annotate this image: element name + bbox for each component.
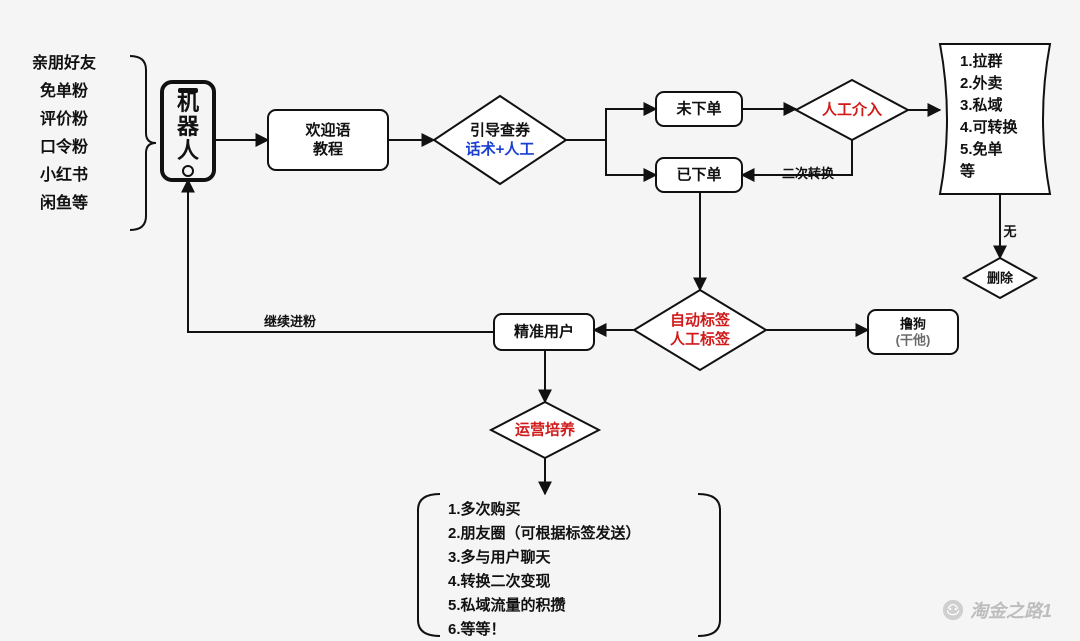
watermark: 淘金之路1	[942, 597, 1052, 623]
svg-text:机: 机	[177, 90, 199, 115]
svg-text:删除: 删除	[987, 271, 1014, 286]
result-item: 6.等等！	[448, 620, 506, 638]
svg-text:撸狗: 撸狗	[900, 316, 926, 331]
svg-text:话术+人工: 话术+人工	[466, 140, 535, 158]
svg-text:人工标签: 人工标签	[670, 330, 731, 348]
svg-text:人: 人	[177, 138, 199, 163]
svg-text:1.拉群: 1.拉群	[960, 52, 1003, 70]
result-item: 4.转换二次变现	[448, 572, 551, 590]
source-item: 免单粉	[40, 81, 88, 100]
svg-text:教程: 教程	[312, 140, 343, 158]
svg-text:3.私域: 3.私域	[960, 96, 1003, 114]
svg-text:人工介入: 人工介入	[822, 101, 882, 119]
svg-text:运营培养: 运营培养	[515, 421, 576, 439]
watermark-text: 淘金之路1	[970, 597, 1052, 623]
svg-text:器: 器	[176, 114, 200, 139]
svg-text:欢迎语: 欢迎语	[304, 121, 350, 139]
svg-text:自动标签: 自动标签	[670, 311, 731, 329]
svg-text:引导查券: 引导查券	[470, 121, 531, 139]
source-item: 闲鱼等	[40, 193, 88, 212]
result-item: 3.多与用户聊天	[448, 548, 552, 566]
result-item: 1.多次购买	[448, 500, 521, 518]
svg-text:4.可转换: 4.可转换	[960, 118, 1019, 136]
svg-text:已下单: 已下单	[676, 166, 721, 184]
source-item: 评价粉	[40, 109, 88, 128]
label-second: 二次转换	[782, 166, 835, 181]
source-item: 亲朋好友	[32, 53, 97, 72]
result-item: 5.私域流量的积攒	[448, 596, 566, 614]
label-wu: 无	[1002, 224, 1016, 239]
svg-text:(干他): (干他)	[896, 333, 931, 348]
source-item: 口令粉	[40, 137, 88, 156]
label-continue: 继续进粉	[264, 314, 316, 329]
svg-text:2.外卖: 2.外卖	[960, 74, 1003, 92]
svg-text:5.免单: 5.免单	[960, 140, 1003, 158]
svg-text:未下单: 未下单	[675, 100, 721, 118]
flowchart: 亲朋好友免单粉评价粉口令粉小红书闲鱼等 机器人 欢迎语教程 引导查券话术+人工 未下单已…	[0, 0, 1080, 641]
result-item: 2.朋友圈（可根据标签发送）	[448, 524, 641, 542]
svg-text:精准用户: 精准用户	[514, 323, 574, 341]
svg-text:等: 等	[960, 162, 975, 180]
source-item: 小红书	[40, 165, 88, 184]
